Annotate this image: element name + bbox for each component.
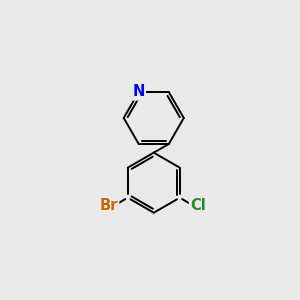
Text: N: N bbox=[133, 85, 145, 100]
Text: Cl: Cl bbox=[190, 198, 206, 213]
Text: Br: Br bbox=[100, 198, 118, 213]
